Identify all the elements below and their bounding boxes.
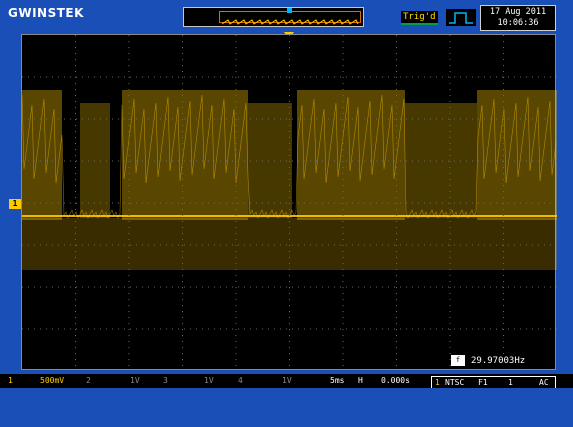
waveform-pedestal-region: [405, 103, 477, 218]
waveform-svg: [22, 35, 557, 371]
h-position-icon: H: [358, 376, 363, 385]
ch1-indicator[interactable]: 1: [8, 376, 13, 385]
waveform-sync-band: [22, 218, 557, 270]
h-position-value: 0.000s: [381, 376, 410, 385]
ch3-scale: 1V: [204, 376, 214, 385]
date-time-box: 17 Aug 2011 10:06:36: [480, 5, 556, 31]
memory-bar: [183, 7, 364, 27]
time-text: 10:06:36: [497, 18, 539, 28]
bottom-panel: [0, 388, 573, 427]
ch4-indicator[interactable]: 4: [238, 376, 243, 385]
ch1-scale: 500mV: [40, 376, 65, 385]
waveform-burst-region: [122, 90, 248, 220]
date-text: 17 Aug 2011: [489, 7, 547, 17]
waveform-pedestal-region: [248, 103, 292, 218]
top-bar: GWINSTEK Trig'd 17 Aug 2011 10:06:36: [0, 0, 573, 34]
waveform-burst-region: [477, 90, 557, 220]
trigger-mode: NTSC: [445, 378, 465, 387]
waveform-display: [21, 34, 557, 371]
ch2-indicator[interactable]: 2: [86, 376, 91, 385]
trigger-line: 1: [508, 378, 513, 387]
waveform-burst-region: [297, 90, 405, 220]
ch1-ground-marker: 1: [9, 199, 21, 209]
ch2-scale: 1V: [130, 376, 140, 385]
trigger-status: Trig'd: [401, 11, 438, 25]
ch4-scale: 1V: [282, 376, 292, 385]
frequency-icon: f: [451, 355, 465, 366]
memory-center-icon: [287, 8, 292, 13]
status-bar: 1 500mV 2 1V 3 1V 4 1V 5ms H 0.000s: [0, 374, 573, 388]
trigger-field: F1: [478, 378, 488, 387]
brand-logo: GWINSTEK: [8, 6, 84, 20]
memory-waveform-preview: [221, 19, 359, 25]
trigger-coupling: AC: [539, 378, 549, 387]
ch3-indicator[interactable]: 3: [163, 376, 168, 385]
frequency-readout: 29.97003Hz: [471, 356, 526, 366]
timebase: 5ms: [330, 376, 345, 385]
trigger-source: 1: [435, 378, 440, 387]
trigger-slope-icon: [446, 9, 476, 26]
waveform-burst-region: [22, 90, 62, 220]
